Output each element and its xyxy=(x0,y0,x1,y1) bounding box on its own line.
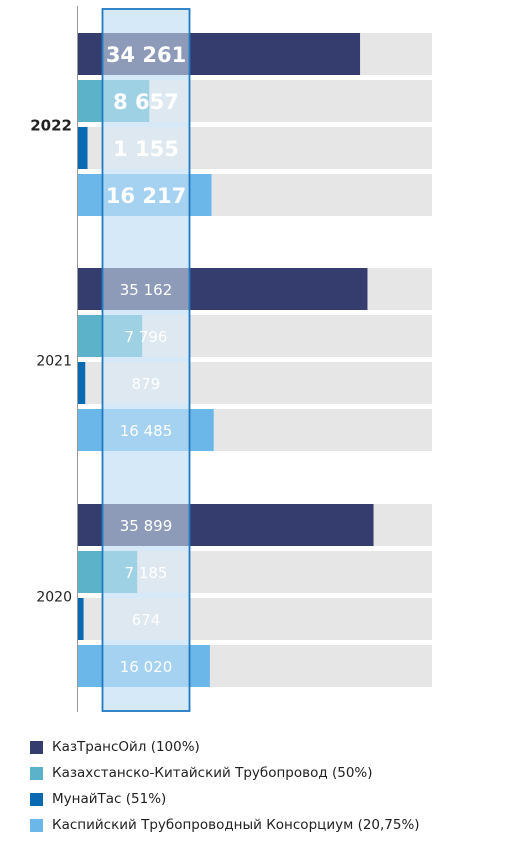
legend-item: Казахстанско-Китайский Трубопровод (50%) xyxy=(30,760,500,786)
legend-swatch xyxy=(30,818,43,832)
value-label: 35 899 xyxy=(120,517,173,535)
legend-label: МунайТас (51%) xyxy=(52,791,167,807)
legend-item: Каспийский Трубопроводный Консорциум (20… xyxy=(30,812,500,838)
value-label: 34 261 xyxy=(106,43,186,67)
value-label: 879 xyxy=(132,375,161,393)
legend-label: Каспийский Трубопроводный Консорциум (20… xyxy=(52,817,420,833)
value-label: 16 020 xyxy=(120,658,173,676)
legend-item: МунайТас (51%) xyxy=(30,786,500,812)
value-label: 1 155 xyxy=(113,137,179,161)
bar xyxy=(78,362,86,404)
legend-label: КазТрансОйл (100%) xyxy=(52,739,200,755)
bar xyxy=(78,127,88,169)
legend-swatch xyxy=(30,792,43,806)
year-label: 2020 xyxy=(36,590,72,606)
bar-chart: 2022 2021 2020 34 261 8 657 1 155 16 217 35 162… xyxy=(30,6,432,712)
value-label: 8 657 xyxy=(113,90,179,114)
legend-swatch xyxy=(30,740,43,754)
legend: КазТрансОйл (100%) Казахстанско-Китайски… xyxy=(30,734,500,838)
highlight-band-overlay xyxy=(102,9,190,711)
value-label: 674 xyxy=(132,611,161,629)
year-label: 2021 xyxy=(36,354,72,370)
year-label: 2022 xyxy=(30,117,72,135)
value-label: 16 217 xyxy=(106,184,186,208)
chart-svg: 2022 2021 2020 34 261 8 657 1 155 16 217 35 162… xyxy=(30,6,432,712)
legend-item: КазТрансОйл (100%) xyxy=(30,734,500,760)
highlight-band-border xyxy=(101,8,191,712)
bar xyxy=(78,598,84,640)
legend-label: Казахстанско-Китайский Трубопровод (50%) xyxy=(52,765,373,781)
value-label: 7 185 xyxy=(125,564,168,582)
value-label: 35 162 xyxy=(120,281,173,299)
value-label: 16 485 xyxy=(120,422,173,440)
value-label: 7 796 xyxy=(125,328,168,346)
legend-swatch xyxy=(30,766,43,780)
